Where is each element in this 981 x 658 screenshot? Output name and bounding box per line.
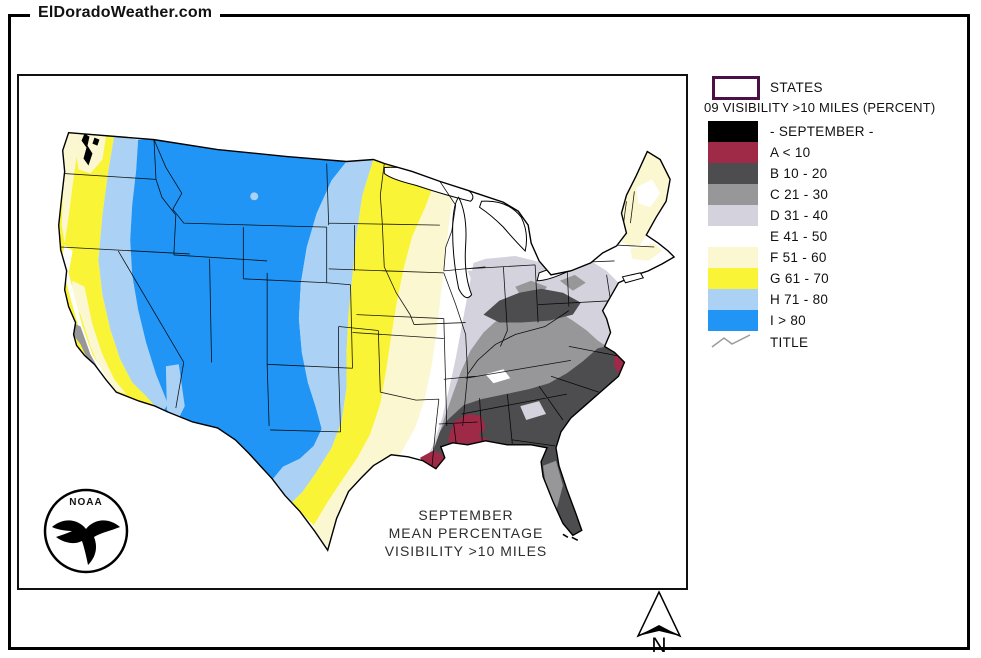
legend-title-label: TITLE bbox=[770, 334, 809, 350]
state-borders bbox=[60, 139, 655, 478]
region-pale-ca-strip bbox=[70, 280, 127, 395]
lake-huron bbox=[478, 200, 528, 252]
region-lightblue-plains bbox=[269, 159, 374, 508]
region-black-puget-sound bbox=[81, 133, 93, 166]
region-pale-nw-coast bbox=[61, 132, 81, 244]
long-island bbox=[621, 272, 645, 284]
noaa-logo bbox=[43, 488, 129, 574]
legend-swatch-class_g bbox=[708, 268, 758, 289]
legend-item-label: A < 10 bbox=[770, 145, 811, 160]
region-crimson-la-ms bbox=[447, 414, 489, 447]
legend-item-label: I > 80 bbox=[770, 313, 806, 328]
us-outline bbox=[58, 131, 676, 552]
legend-item: B 10 - 20 bbox=[708, 163, 968, 184]
region-gray-socal-coast bbox=[71, 322, 113, 391]
map-caption: SEPTEMBER MEAN PERCENTAGE VISIBILITY >10… bbox=[360, 506, 572, 560]
legend-item: I > 80 bbox=[708, 310, 968, 331]
region-lightblue-west bbox=[98, 135, 168, 416]
legend-swatch-class_i bbox=[708, 310, 758, 331]
states-symbol-box bbox=[712, 76, 760, 100]
legend-swatch-class_a bbox=[708, 142, 758, 163]
legend-item: H 71 - 80 bbox=[708, 289, 968, 310]
region-dark-b-kentucky bbox=[483, 288, 581, 323]
lake-michigan bbox=[452, 196, 473, 299]
legend-swatch-class_h bbox=[708, 289, 758, 310]
region-lightblue-montana-dot bbox=[250, 192, 259, 201]
region-dark-b-gulf-southeast bbox=[428, 346, 625, 536]
legend-header: 09 VISIBILITY >10 MILES (PERCENT) bbox=[704, 100, 936, 115]
region-lightblue-colorado-river bbox=[165, 364, 185, 420]
states-label: STATES bbox=[770, 80, 823, 95]
legend-item-label: H 71 - 80 bbox=[770, 292, 829, 307]
region-lavender-georgia-patch bbox=[520, 401, 547, 420]
caption-line-3: VISIBILITY >10 MILES bbox=[384, 543, 548, 559]
region-black-puget-dot bbox=[92, 137, 100, 146]
map-canvas bbox=[58, 131, 676, 552]
region-lavender-michigan bbox=[467, 266, 544, 287]
region-blue-interior-west bbox=[130, 139, 347, 484]
florida-keys bbox=[562, 533, 579, 541]
legend-item-label: G 61 - 70 bbox=[770, 271, 829, 286]
caption-line-1: SEPTEMBER bbox=[418, 507, 514, 523]
noaa-logo-text: NOAA bbox=[69, 497, 103, 508]
legend-swatch-class_d bbox=[708, 205, 758, 226]
region-yellow-plains bbox=[285, 159, 444, 526]
legend-swatch-class_c bbox=[708, 184, 758, 205]
region-white-tennessee-patch bbox=[485, 369, 511, 384]
legend-item: - SEPTEMBER - bbox=[708, 121, 968, 142]
legend-item: F 51 - 60 bbox=[708, 247, 968, 268]
legend-items: - SEPTEMBER - A < 10 B 10 - 20 C 21 - 30 D 3… bbox=[708, 121, 968, 353]
north-arrow bbox=[636, 590, 682, 638]
legend-item: D 31 - 40 bbox=[708, 205, 968, 226]
legend-item: G 61 - 70 bbox=[708, 268, 968, 289]
legend-item: A < 10 bbox=[708, 142, 968, 163]
us-visibility-map bbox=[17, 74, 688, 590]
legend-title-row: TITLE bbox=[708, 331, 968, 353]
legend-item-label: F 51 - 60 bbox=[770, 250, 827, 265]
legend-item-label: - SEPTEMBER - bbox=[770, 124, 874, 139]
region-crimson-delta bbox=[419, 450, 444, 469]
legend-swatch-class_f bbox=[708, 247, 758, 268]
region-gray-c-florida bbox=[543, 460, 563, 512]
legend-item-label: C 21 - 30 bbox=[770, 187, 829, 202]
north-arrow-chevron bbox=[638, 625, 680, 636]
region-white-maine-patch bbox=[636, 179, 661, 208]
legend-item: E 41 - 50 bbox=[708, 226, 968, 247]
region-pale-mass-ct bbox=[630, 243, 663, 261]
noaa-bird-icon bbox=[52, 520, 120, 565]
legend-item-label: B 10 - 20 bbox=[770, 166, 828, 181]
legend-swatch-class_black bbox=[708, 121, 758, 142]
legend-item: C 21 - 30 bbox=[708, 184, 968, 205]
site-title: ElDoradoWeather.com bbox=[30, 4, 221, 22]
region-gray-c-ohio bbox=[559, 274, 586, 291]
legend-swatch-class_b bbox=[708, 163, 758, 184]
region-white-ca-coast bbox=[61, 245, 113, 387]
legend-item-label: D 31 - 40 bbox=[770, 208, 829, 223]
north-label: N bbox=[651, 634, 667, 657]
legend-swatch-class_e bbox=[708, 226, 758, 247]
legend-item-label: E 41 - 50 bbox=[770, 229, 828, 244]
page-border bbox=[8, 14, 970, 650]
caption-line-2: MEAN PERCENTAGE bbox=[388, 525, 544, 541]
title-zigzag-icon bbox=[711, 334, 751, 348]
